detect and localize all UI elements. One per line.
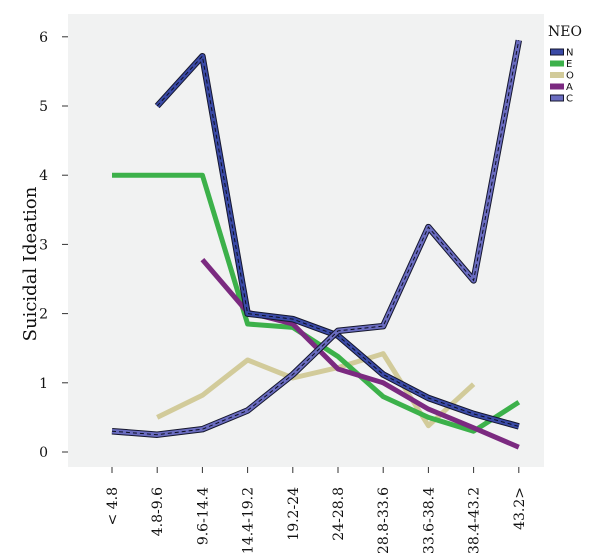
legend-label-n: N (566, 48, 573, 59)
series-lines (111, 39, 522, 450)
x-tick-label: 43.2> (512, 487, 528, 530)
series-line-n-dash (156, 55, 519, 427)
y-tick-label: 0 (39, 445, 48, 461)
legend-swatch-c (551, 95, 563, 101)
x-tick-label: 4.8-9.6 (150, 487, 166, 536)
plot-area (68, 14, 544, 467)
axes: 0 1 2 3 4 5 6 < 4.8 4.8-9.6 9.6-14.4 14.4-19.2 19.2… (39, 30, 528, 553)
x-tick-label: 19.2-24 (286, 487, 302, 541)
legend-label-e: E (566, 59, 572, 70)
y-tick-label: 1 (39, 376, 48, 392)
legend-swatch-n (551, 49, 563, 55)
legend-swatch-o (550, 72, 564, 78)
legend-title: NEO (548, 24, 582, 40)
legend-swatch-e (550, 60, 564, 67)
y-tick-label: 2 (39, 307, 48, 323)
x-tick-label: 28.8-33.6 (376, 487, 392, 553)
y-tick-label: 3 (39, 237, 48, 253)
x-tick-label: 14.4-19.2 (241, 487, 257, 553)
y-tick-label: 4 (39, 168, 48, 184)
x-tick-label: < 4.8 (105, 487, 121, 525)
y-axis-title: Suicidal Ideation (20, 186, 41, 341)
x-tick-label: 38.4-43.2 (467, 487, 483, 553)
legend-label-a: A (566, 82, 573, 93)
y-tick-label: 6 (39, 30, 48, 46)
y-tick-label: 5 (39, 99, 48, 115)
series-line-e (112, 172, 521, 434)
x-tick-label: 33.6-38.4 (421, 487, 437, 553)
series-line-c-dash (111, 40, 520, 436)
x-tick-label: 9.6-14.4 (195, 487, 211, 545)
legend-swatch-a (550, 83, 564, 90)
legend-label-c: C (566, 94, 573, 105)
legend-label-o: O (566, 71, 574, 82)
x-tick-label: 24-28.8 (331, 487, 347, 541)
